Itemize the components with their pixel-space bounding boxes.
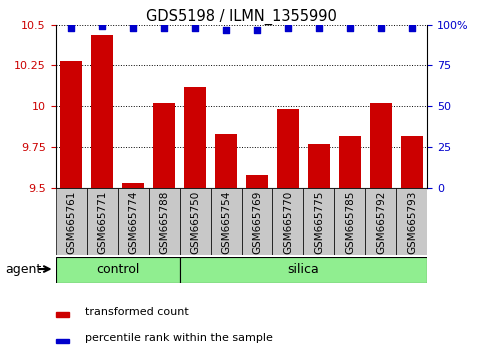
Text: GDS5198 / ILMN_1355990: GDS5198 / ILMN_1355990: [146, 9, 337, 25]
FancyBboxPatch shape: [180, 257, 427, 283]
FancyBboxPatch shape: [397, 188, 427, 255]
FancyBboxPatch shape: [366, 188, 397, 255]
Point: [284, 25, 292, 31]
FancyBboxPatch shape: [117, 188, 149, 255]
FancyBboxPatch shape: [56, 188, 86, 255]
Point: [222, 27, 230, 33]
Text: GSM665774: GSM665774: [128, 191, 138, 255]
FancyBboxPatch shape: [149, 188, 180, 255]
Point: [408, 25, 416, 31]
FancyBboxPatch shape: [303, 188, 334, 255]
Text: GSM665750: GSM665750: [190, 191, 200, 254]
FancyBboxPatch shape: [180, 188, 211, 255]
Point: [377, 25, 385, 31]
Bar: [56, 312, 70, 317]
Bar: [184, 87, 206, 188]
Bar: [91, 35, 113, 188]
Text: GSM665785: GSM665785: [345, 191, 355, 255]
Point: [253, 27, 261, 33]
Text: GSM665770: GSM665770: [283, 191, 293, 254]
Text: silica: silica: [287, 263, 319, 276]
FancyBboxPatch shape: [56, 257, 180, 283]
Point: [129, 25, 137, 31]
Bar: [246, 175, 268, 188]
Point: [98, 24, 106, 29]
Text: control: control: [96, 263, 139, 276]
FancyBboxPatch shape: [86, 188, 117, 255]
FancyBboxPatch shape: [242, 188, 272, 255]
Text: GSM665754: GSM665754: [221, 191, 231, 255]
Text: GSM665775: GSM665775: [314, 191, 324, 255]
Point: [191, 25, 199, 31]
Bar: [370, 103, 392, 188]
FancyBboxPatch shape: [272, 188, 303, 255]
FancyBboxPatch shape: [334, 188, 366, 255]
Bar: [56, 339, 70, 343]
Text: GSM665761: GSM665761: [66, 191, 76, 255]
Bar: [60, 61, 82, 188]
Point: [315, 25, 323, 31]
Bar: [339, 136, 361, 188]
Text: transformed count: transformed count: [85, 307, 188, 317]
Bar: [401, 136, 423, 188]
Bar: [277, 109, 299, 188]
Bar: [153, 103, 175, 188]
Bar: [308, 144, 330, 188]
Text: GSM665792: GSM665792: [376, 191, 386, 255]
Text: agent: agent: [5, 263, 41, 276]
Point: [160, 25, 168, 31]
Text: GSM665769: GSM665769: [252, 191, 262, 255]
Point: [346, 25, 354, 31]
Text: GSM665788: GSM665788: [159, 191, 169, 255]
Point: [67, 25, 75, 31]
Text: GSM665793: GSM665793: [407, 191, 417, 255]
FancyBboxPatch shape: [211, 188, 242, 255]
Bar: [215, 134, 237, 188]
Text: percentile rank within the sample: percentile rank within the sample: [85, 333, 272, 343]
Bar: [122, 183, 144, 188]
Text: GSM665771: GSM665771: [97, 191, 107, 255]
